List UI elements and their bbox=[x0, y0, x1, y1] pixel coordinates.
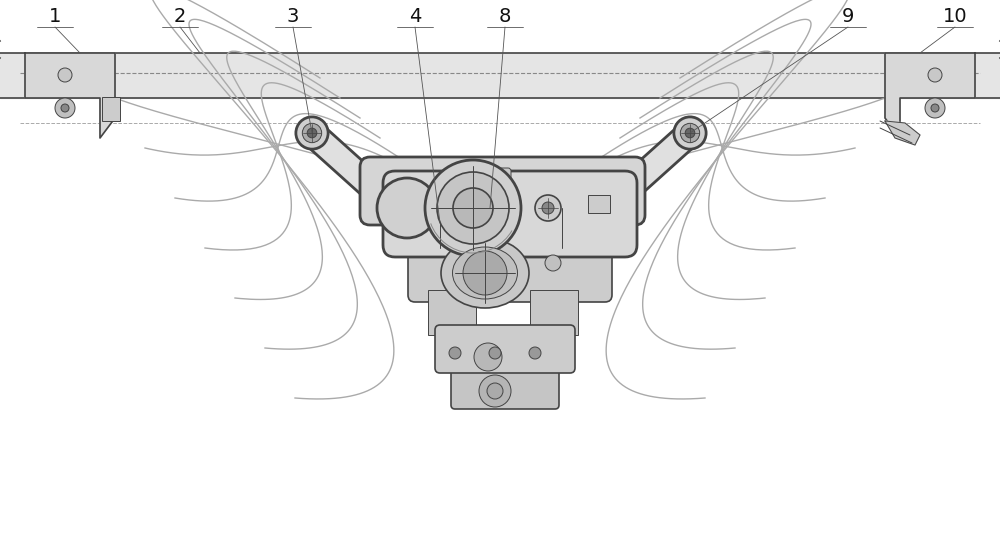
FancyBboxPatch shape bbox=[383, 171, 637, 257]
FancyBboxPatch shape bbox=[451, 363, 559, 409]
Polygon shape bbox=[617, 123, 699, 200]
Text: 8: 8 bbox=[499, 8, 511, 27]
Ellipse shape bbox=[427, 163, 557, 263]
Circle shape bbox=[479, 375, 511, 407]
Polygon shape bbox=[556, 184, 632, 254]
Circle shape bbox=[535, 195, 561, 221]
Polygon shape bbox=[370, 184, 446, 254]
Circle shape bbox=[58, 68, 72, 82]
FancyBboxPatch shape bbox=[408, 228, 612, 302]
Text: 1: 1 bbox=[49, 8, 61, 27]
Bar bbox=[530, 290, 578, 335]
Bar bbox=[588, 195, 610, 213]
Circle shape bbox=[425, 160, 521, 256]
Ellipse shape bbox=[458, 361, 532, 395]
Ellipse shape bbox=[441, 238, 529, 308]
Circle shape bbox=[302, 123, 322, 143]
Circle shape bbox=[453, 188, 493, 228]
Circle shape bbox=[474, 343, 502, 371]
Polygon shape bbox=[25, 53, 115, 138]
Circle shape bbox=[463, 251, 507, 295]
Circle shape bbox=[529, 347, 541, 359]
Circle shape bbox=[61, 104, 69, 112]
Circle shape bbox=[296, 117, 328, 149]
Circle shape bbox=[545, 255, 561, 271]
Text: 2: 2 bbox=[174, 8, 186, 27]
Bar bbox=[428, 290, 476, 335]
Circle shape bbox=[307, 128, 317, 138]
Circle shape bbox=[489, 347, 501, 359]
Circle shape bbox=[437, 172, 509, 244]
Circle shape bbox=[55, 98, 75, 118]
Text: 4: 4 bbox=[409, 8, 421, 27]
Text: 9: 9 bbox=[842, 8, 854, 27]
Circle shape bbox=[487, 383, 503, 399]
Polygon shape bbox=[303, 123, 385, 200]
Circle shape bbox=[377, 178, 437, 238]
Polygon shape bbox=[885, 53, 975, 138]
Text: 3: 3 bbox=[287, 8, 299, 27]
Circle shape bbox=[931, 104, 939, 112]
Text: 10: 10 bbox=[943, 8, 967, 27]
Circle shape bbox=[542, 202, 554, 214]
Circle shape bbox=[928, 68, 942, 82]
Circle shape bbox=[680, 123, 700, 143]
Circle shape bbox=[925, 98, 945, 118]
Circle shape bbox=[674, 117, 706, 149]
FancyBboxPatch shape bbox=[473, 168, 511, 188]
Ellipse shape bbox=[452, 247, 518, 299]
Polygon shape bbox=[885, 121, 920, 145]
Circle shape bbox=[449, 347, 461, 359]
Bar bbox=[102, 97, 120, 121]
FancyBboxPatch shape bbox=[360, 157, 645, 225]
Circle shape bbox=[685, 128, 695, 138]
FancyBboxPatch shape bbox=[435, 325, 575, 373]
